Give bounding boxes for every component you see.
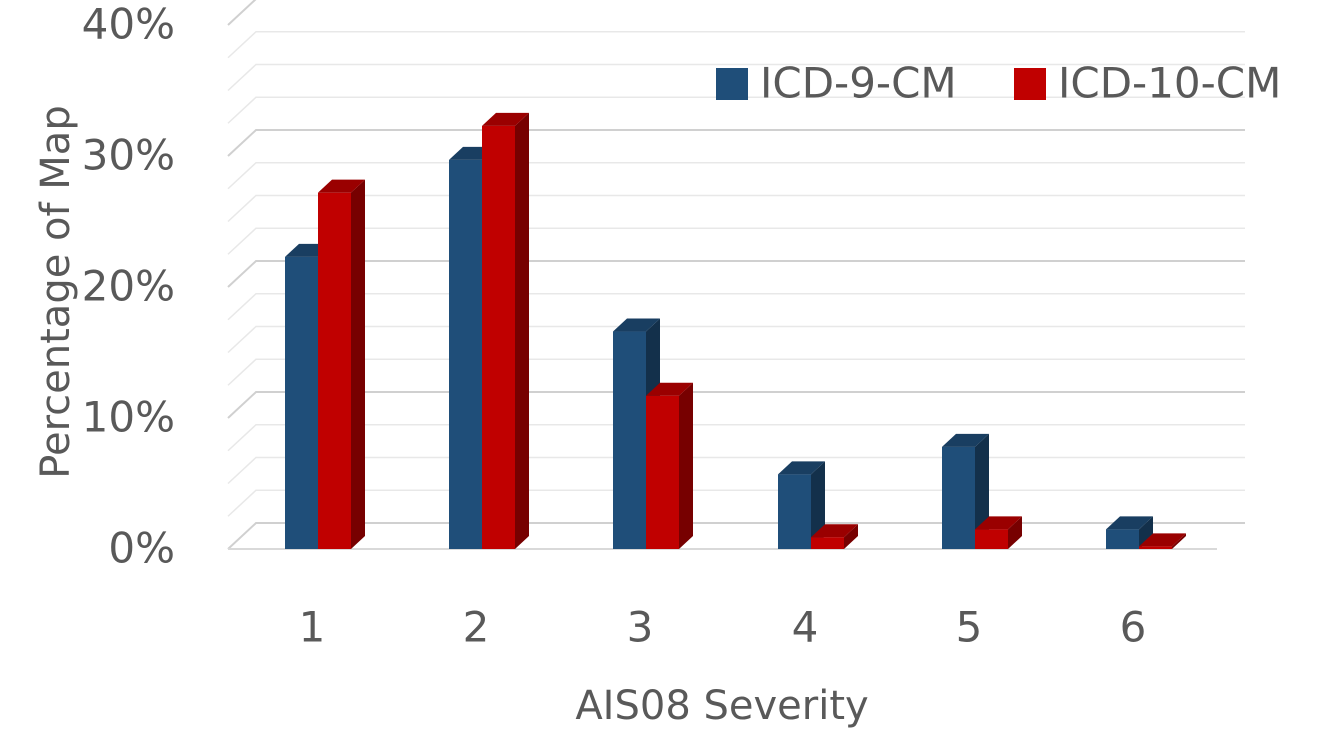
bar-icd-10-cm-severity-5	[975, 516, 1022, 549]
chart-back-wall	[227, 0, 1245, 550]
major-gridline	[227, 0, 1245, 26]
legend-label-icd-9-cm: ICD-9-CM	[760, 59, 957, 108]
x-tick-label: 3	[627, 603, 654, 652]
x-tick-label: 4	[792, 603, 819, 652]
y-axis-tick-labels: 0% 10% 20% 30% 40%	[82, 0, 175, 573]
legend-label-icd-10-cm: ICD-10-CM	[1058, 59, 1281, 108]
bar-icd-10-cm-severity-6	[1139, 533, 1186, 549]
x-tick-label: 1	[299, 603, 326, 652]
legend-swatch-icd-10-cm	[1014, 68, 1046, 100]
minor-gridline	[227, 293, 1245, 321]
minor-gridline	[227, 31, 1245, 59]
bar-icd-9-cm-severity-6	[1106, 516, 1153, 549]
x-tick-label: 2	[463, 603, 490, 652]
minor-gridline	[227, 424, 1245, 452]
major-gridline	[227, 522, 1245, 550]
x-tick-label: 6	[1120, 603, 1147, 652]
minor-gridline	[227, 63, 1245, 92]
minor-gridline	[227, 358, 1245, 386]
x-tick-label: 5	[956, 603, 983, 652]
minor-gridline	[227, 325, 1245, 354]
legend-swatch-icd-9-cm	[716, 68, 748, 100]
bar-icd-9-cm-severity-5	[942, 433, 989, 549]
major-gridline	[227, 391, 1245, 419]
bar-icd-10-cm-severity-4	[811, 524, 858, 549]
bar-icd-10-cm-severity-3	[646, 382, 693, 549]
minor-gridline	[227, 489, 1245, 517]
major-gridline	[227, 260, 1245, 288]
y-tick-label: 30%	[82, 131, 175, 180]
bar-icd-10-cm-severity-2	[482, 112, 529, 550]
major-gridline	[227, 129, 1245, 157]
legend: ICD-9-CM ICD-10-CM	[716, 59, 1281, 108]
y-tick-label: 20%	[82, 262, 175, 311]
bar-icd-10-cm-severity-1	[318, 179, 365, 549]
minor-gridline	[227, 194, 1245, 223]
minor-gridline	[227, 162, 1245, 190]
y-tick-label: 40%	[82, 0, 175, 49]
x-axis-title: AIS08 Severity	[575, 683, 868, 729]
minor-gridline	[227, 456, 1245, 485]
y-tick-label: 0%	[108, 524, 175, 573]
bars	[285, 112, 1186, 550]
bar-icd-9-cm-severity-4	[778, 461, 825, 549]
y-tick-label: 10%	[82, 393, 175, 442]
x-axis-tick-labels: 1 2 3 4 5 6	[299, 603, 1147, 652]
minor-gridline	[227, 96, 1245, 124]
minor-gridline	[227, 227, 1245, 255]
y-axis-title: Percentage of Map	[33, 105, 79, 478]
